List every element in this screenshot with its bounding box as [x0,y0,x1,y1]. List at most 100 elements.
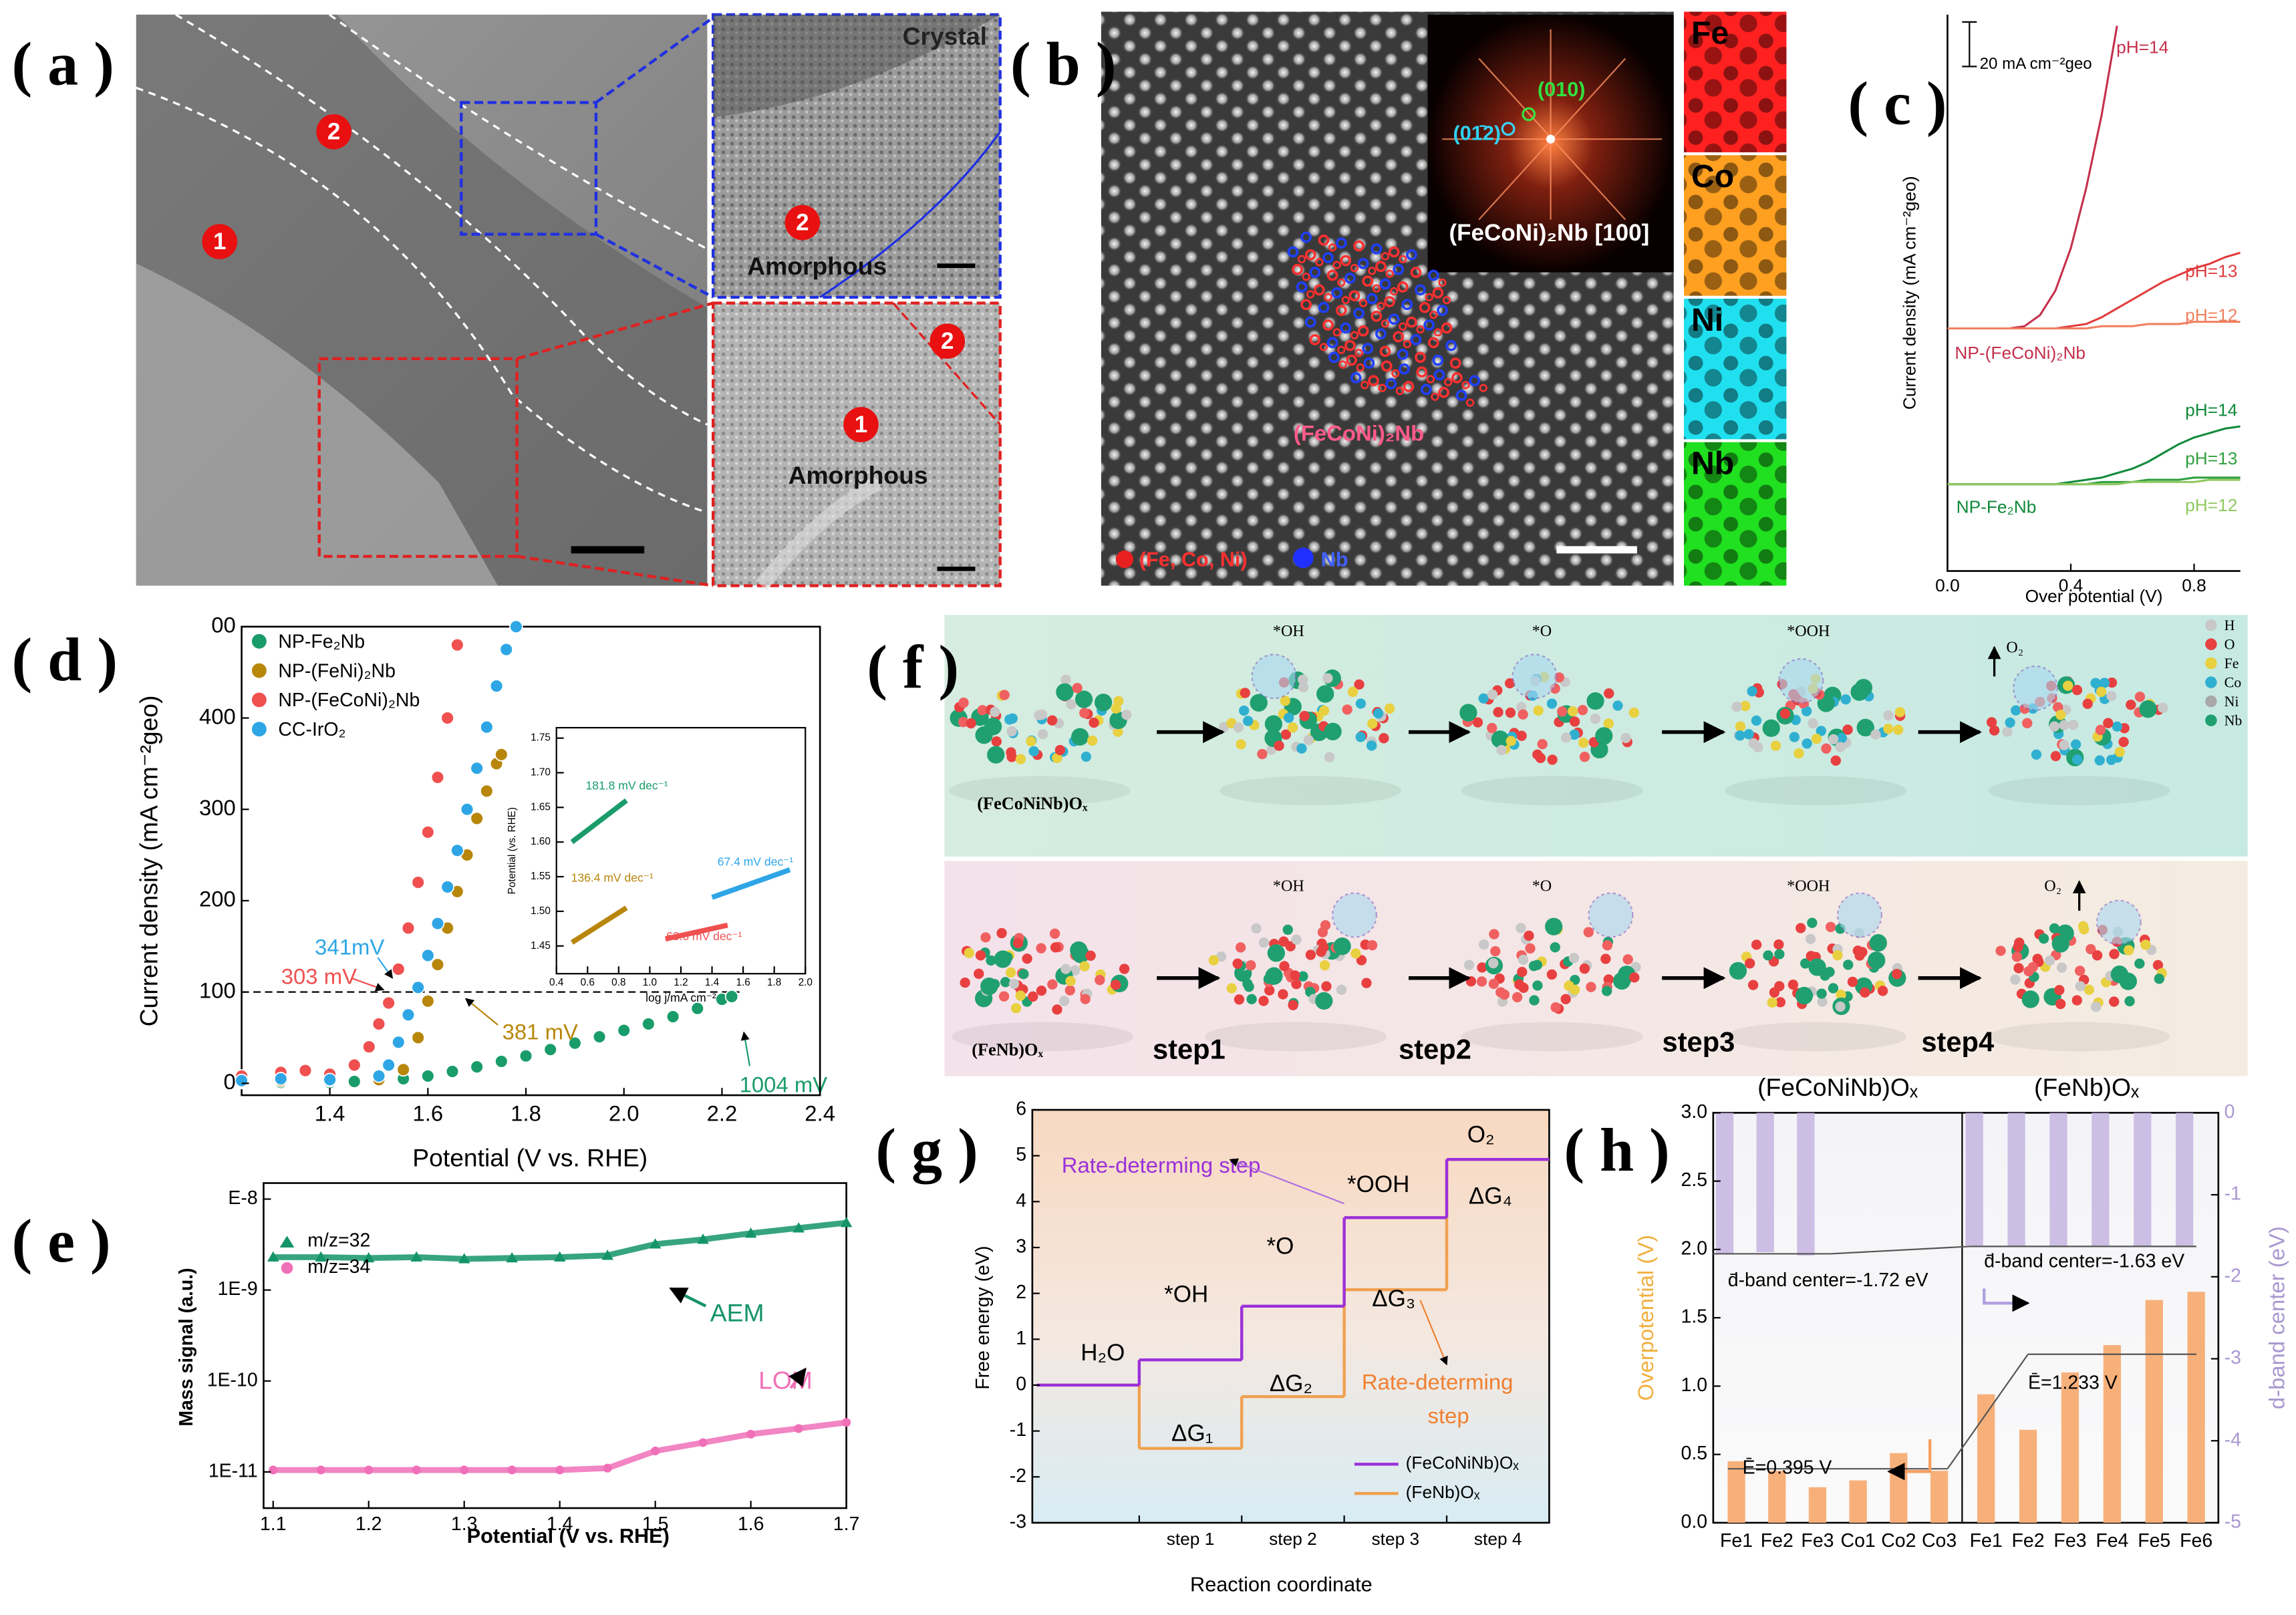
atom-overlay [1381,319,1390,328]
atom [1070,941,1088,960]
atom [1869,934,1887,952]
atom-overlay [1337,345,1346,354]
atom-overlay [1332,328,1341,337]
atom [1052,752,1062,764]
atom [2072,754,2083,765]
atom-overlay [1309,334,1321,345]
atom [1263,974,1274,984]
atom [2109,996,2120,1007]
bar [1797,1113,1815,1256]
x-tick-label: Fe1 [1720,1530,1753,1552]
atom [975,950,986,961]
x-tick-label: 1.2 [674,977,688,988]
legend-marker [2205,695,2217,708]
y-tick-label: 200 [199,887,236,911]
panel-label: ( d ) [12,625,118,694]
atom [1477,962,1487,973]
atom-overlay [1429,310,1438,319]
atom [1015,990,1026,1001]
atom-overlay [1348,290,1360,301]
atom-overlay [1423,319,1435,331]
atom [1560,994,1571,1004]
y-tick-label: -2 [2225,1265,2241,1286]
atom-overlay [1335,305,1347,316]
atom [2126,700,2136,710]
atom [1870,729,1881,740]
atom [1321,981,1332,992]
region-marker [202,224,238,259]
atom [1315,992,1333,1010]
atom [1747,980,1759,990]
legend-label: H [2225,617,2235,633]
atom [1243,716,1254,726]
data-point [372,1017,386,1031]
data-point [323,1072,337,1087]
bar [1768,1471,1786,1523]
x-tick-label: 0.8 [2182,575,2206,595]
group-label: (FeNb)Oₓ [2034,1073,2140,1101]
panel-label: ( b ) [1010,29,1116,98]
atom [1233,722,1244,733]
atom [1995,945,2006,956]
group-label: (FeCoNiNb)Oₓ [1757,1073,1918,1101]
map-label: Nb [1691,446,1734,482]
atom [958,716,969,728]
y-tick-label: -3 [1010,1511,1026,1532]
atom [1081,751,1092,762]
atom-overlay [1318,301,1330,313]
data-point [507,1465,517,1475]
atom [1516,923,1526,933]
intermediate-label: *OH [1273,623,1304,640]
atom [1002,952,1013,963]
bar [2061,1372,2079,1523]
atom [1239,705,1250,716]
atom [1850,683,1868,701]
atom [1274,740,1284,751]
atom [1491,730,1510,748]
y2-axis-label: d-band center (eV) [2264,1226,2289,1409]
atom [1361,978,1372,988]
data-point [840,1217,853,1227]
atom [2021,990,2039,1008]
atom [1524,930,1534,941]
atom [1557,706,1568,717]
x-axis-label: Potential (V vs. RHE) [412,1143,648,1171]
atom [1250,694,1268,712]
x-tick-label: Fe2 [1761,1530,1793,1552]
series-line [1947,321,2241,330]
annotation-arrow [464,998,498,1026]
dband-connector [1830,1245,1970,1255]
atom-overlay [1375,328,1387,339]
atom [1070,965,1081,976]
annotation-arrow [377,957,394,979]
atom [1516,730,1527,741]
atom [1789,732,1800,742]
legend-label: (FeCoNiNb)Oₓ [1406,1453,1520,1473]
atom [1518,954,1529,966]
annotation-arrow [788,1367,807,1389]
catalyst-label: (FeNb)Oₓ [972,1040,1043,1059]
y-axis-label: Free energy (eV) [972,1246,994,1390]
atom [1579,751,1590,762]
x-tick-label: 1.3 [451,1513,478,1535]
atom [1284,712,1294,723]
mean-connector [1947,1354,2029,1469]
atom [1532,980,1543,991]
x-tick-label: 0.8 [611,977,625,988]
atom [1595,727,1613,745]
legend-label: m/z=34 [307,1256,370,1278]
data-point [543,1042,558,1057]
atom-overlay [1385,378,1397,390]
intermediate-label: *O [1532,623,1552,640]
atom [1065,976,1076,986]
atom [1298,971,1308,982]
atom [1567,706,1578,717]
atom [1830,755,1841,766]
atom [1487,689,1498,700]
atom [1629,972,1640,983]
legend-marker [279,1235,295,1247]
legend-label: O [2225,635,2235,652]
y-tick-label: 2.5 [1681,1169,1707,1191]
y-axis-label: Mass signal (a.u.) [176,1268,197,1426]
atom [1800,958,1811,969]
